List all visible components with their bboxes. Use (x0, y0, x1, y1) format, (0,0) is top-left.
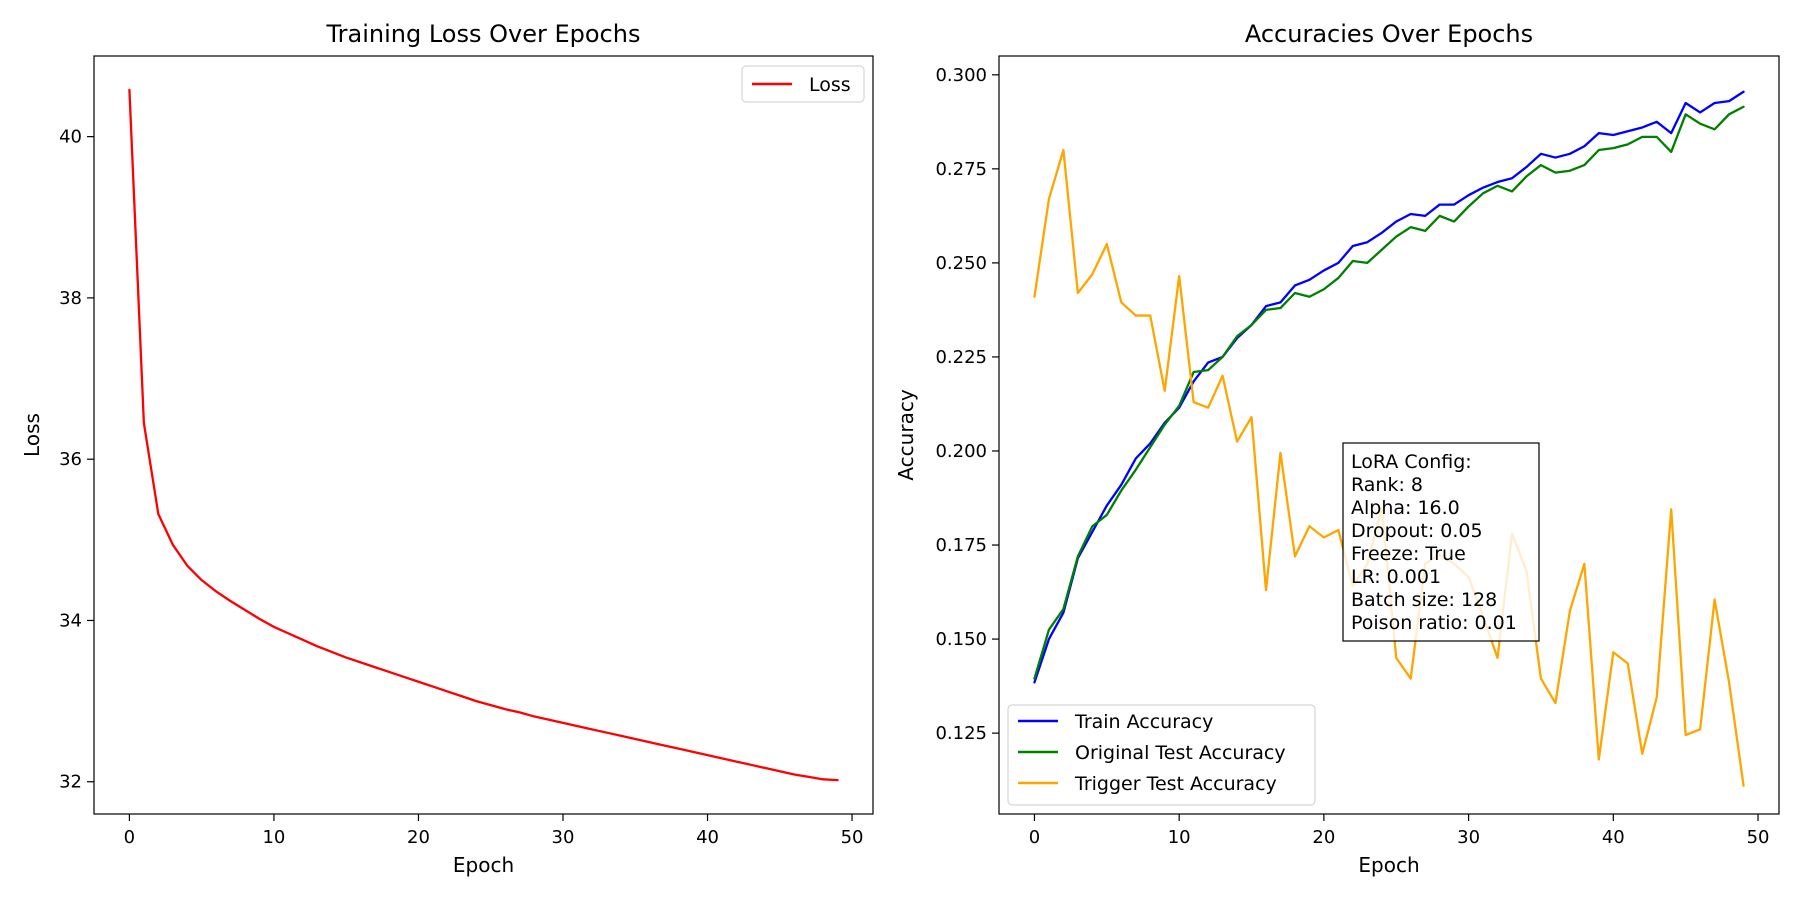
accuracy-x-tick-label: 0 (1029, 827, 1040, 848)
loss-y-tick-label: 38 (59, 288, 82, 309)
accuracy-y-tick-label: 0.275 (935, 159, 987, 180)
loss-chart: Training Loss Over Epochs 0 10 20 30 40 50 32… (20, 20, 874, 877)
accuracy-x-ticks: 0 10 20 30 40 50 (1029, 814, 1770, 848)
loss-y-tick-label: 40 (59, 127, 82, 148)
legend-label-original-test-accuracy: Original Test Accuracy (1075, 742, 1286, 764)
legend-label-train-accuracy: Train Accuracy (1074, 711, 1213, 733)
series-line-loss (128, 88, 839, 782)
accuracy-x-tick-label: 50 (1747, 827, 1770, 848)
loss-y-tick-label: 36 (59, 449, 82, 470)
loss-series-lines (128, 88, 839, 782)
loss-legend-box (741, 65, 865, 103)
legend-label-loss: Loss (809, 74, 851, 96)
loss-plot-frame (93, 55, 874, 815)
accuracy-y-axis-label: Accuracy (894, 389, 918, 480)
loss-x-tick-label: 30 (552, 827, 575, 848)
accuracy-x-axis-label: Epoch (1358, 853, 1419, 877)
accuracy-y-tick-label: 0.150 (935, 629, 987, 650)
series-line-original-test-accuracy (1033, 105, 1745, 680)
loss-x-ticks: 0 10 20 30 40 50 (124, 814, 864, 848)
loss-y-ticks: 32 34 36 38 40 (59, 127, 94, 793)
loss-x-tick-label: 10 (262, 827, 285, 848)
loss-x-tick-label: 0 (124, 827, 135, 848)
accuracy-chart-title: Accuracies Over Epochs (1245, 20, 1533, 48)
lora-config-dropout: Dropout: 0.05 (1351, 520, 1483, 542)
legend-label-trigger-test-accuracy: Trigger Test Accuracy (1074, 773, 1277, 795)
accuracy-x-tick-label: 10 (1168, 827, 1191, 848)
lora-config-title: LoRA Config: (1351, 451, 1472, 473)
accuracy-y-tick-label: 0.225 (935, 347, 987, 368)
loss-y-axis-label: Loss (20, 413, 44, 457)
loss-chart-title: Training Loss Over Epochs (326, 20, 641, 48)
accuracy-y-tick-label: 0.175 (935, 535, 987, 556)
accuracy-legend: Train Accuracy Original Test Accuracy Tr… (1007, 704, 1316, 806)
accuracy-x-tick-label: 30 (1457, 827, 1480, 848)
accuracy-legend-box (1007, 704, 1316, 806)
series-line-train-accuracy (1033, 90, 1745, 684)
accuracy-y-tick-label: 0.300 (935, 65, 987, 86)
accuracy-y-ticks: 0.125 0.150 0.175 0.200 0.225 0.250 0.275 0.300 (935, 65, 999, 744)
lora-config-batch-size: Batch size: 128 (1351, 589, 1497, 611)
accuracy-x-tick-label: 20 (1312, 827, 1335, 848)
lora-config-poison-ratio: Poison ratio: 0.01 (1351, 612, 1517, 634)
accuracy-chart: Accuracies Over Epochs 0 10 20 30 40 50 0.125… (894, 20, 1780, 877)
loss-legend: Loss (741, 65, 865, 103)
lora-config-box (1342, 442, 1540, 642)
loss-x-tick-label: 40 (696, 827, 719, 848)
accuracy-y-tick-label: 0.125 (935, 723, 987, 744)
accuracy-y-tick-label: 0.200 (935, 441, 987, 462)
accuracy-y-tick-label: 0.250 (935, 253, 987, 274)
lora-config-annotation: LoRA Config: Rank: 8 Alpha: 16.0 Dropout… (1342, 442, 1540, 642)
accuracy-plot-frame (998, 55, 1780, 815)
loss-x-axis-label: Epoch (453, 853, 514, 877)
loss-x-tick-label: 20 (407, 827, 430, 848)
lora-config-freeze: Freeze: True (1351, 543, 1466, 565)
lora-config-rank: Rank: 8 (1351, 474, 1423, 496)
loss-x-tick-label: 50 (841, 827, 864, 848)
loss-y-tick-label: 34 (59, 610, 82, 631)
accuracy-x-tick-label: 40 (1602, 827, 1625, 848)
lora-config-lr: LR: 0.001 (1351, 566, 1441, 588)
loss-y-tick-label: 32 (59, 772, 82, 793)
lora-config-alpha: Alpha: 16.0 (1351, 497, 1460, 519)
